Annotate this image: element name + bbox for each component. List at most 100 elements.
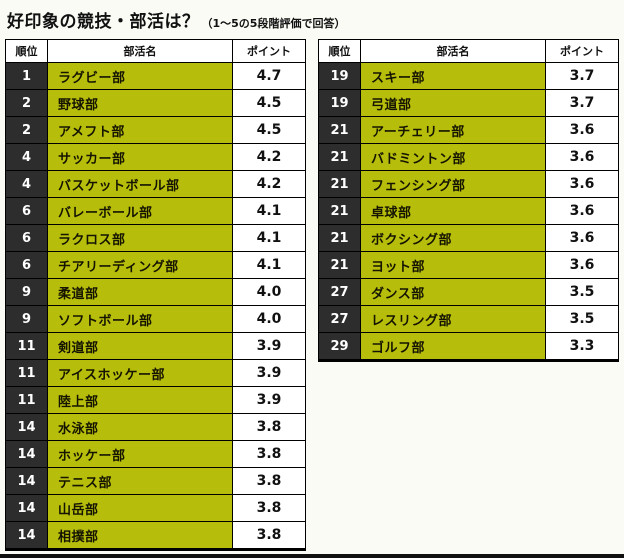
club-cell: ヨット部 [361, 252, 546, 279]
club-cell: バレーボール部 [48, 198, 233, 225]
table-row: 19 弓道部 3.7 [319, 90, 618, 117]
club-cell: 水泳部 [48, 414, 233, 441]
club-cell: ゴルフ部 [361, 333, 546, 360]
rank-cell: 14 [6, 495, 48, 522]
rank-cell: 11 [6, 333, 48, 360]
table-row: 9 柔道部 4.0 [6, 279, 305, 306]
points-cell: 3.6 [546, 144, 618, 171]
rank-cell: 19 [319, 63, 361, 90]
table-row: 11 アイスホッケー部 3.9 [6, 360, 305, 387]
table-header: 順位 部活名 ポイント [319, 40, 618, 63]
club-cell: ボクシング部 [361, 225, 546, 252]
points-cell: 3.6 [546, 225, 618, 252]
points-cell: 4.1 [233, 225, 305, 252]
points-cell: 4.7 [233, 63, 305, 90]
table-row: 27 ダンス部 3.5 [319, 279, 618, 306]
table-row: 11 剣道部 3.9 [6, 333, 305, 360]
table-row: 14 相撲部 3.8 [6, 522, 305, 549]
table-row: 14 テニス部 3.8 [6, 468, 305, 495]
club-cell: フェンシング部 [361, 171, 546, 198]
table-row: 27 レスリング部 3.5 [319, 306, 618, 333]
rank-cell: 29 [319, 333, 361, 360]
rank-cell: 27 [319, 279, 361, 306]
points-cell: 4.0 [233, 306, 305, 333]
rank-cell: 21 [319, 144, 361, 171]
table-row: 21 バドミントン部 3.6 [319, 144, 618, 171]
table-row: 21 ボクシング部 3.6 [319, 225, 618, 252]
rank-cell: 6 [6, 252, 48, 279]
rank-cell: 2 [6, 90, 48, 117]
table-row: 19 スキー部 3.7 [319, 63, 618, 90]
points-cell: 3.5 [546, 306, 618, 333]
table-row: 14 水泳部 3.8 [6, 414, 305, 441]
club-cell: サッカー部 [48, 144, 233, 171]
points-cell: 3.8 [233, 495, 305, 522]
table-row: 2 アメフト部 4.5 [6, 117, 305, 144]
club-cell: ラグビー部 [48, 63, 233, 90]
ranking-table-left: 順位 部活名 ポイント 1 ラグビー部 4.7 2 野球部 4.5 2 アメフト… [5, 39, 306, 551]
points-cell: 4.5 [233, 90, 305, 117]
rank-cell: 11 [6, 360, 48, 387]
table-row: 2 野球部 4.5 [6, 90, 305, 117]
rank-cell: 2 [6, 117, 48, 144]
points-cell: 3.7 [546, 90, 618, 117]
points-cell: 3.6 [546, 198, 618, 225]
rank-cell: 4 [6, 144, 48, 171]
rank-cell: 21 [319, 198, 361, 225]
rank-cell: 9 [6, 279, 48, 306]
table-row: 11 陸上部 3.9 [6, 387, 305, 414]
club-cell: アイスホッケー部 [48, 360, 233, 387]
points-cell: 3.8 [233, 414, 305, 441]
club-cell: スキー部 [361, 63, 546, 90]
points-cell: 3.5 [546, 279, 618, 306]
rank-column-header: 順位 [6, 40, 48, 63]
ranking-table-right: 順位 部活名 ポイント 19 スキー部 3.7 19 弓道部 3.7 21 アー… [318, 39, 619, 362]
points-cell: 3.3 [546, 333, 618, 360]
club-cell: 弓道部 [361, 90, 546, 117]
rank-cell: 14 [6, 414, 48, 441]
club-cell: 野球部 [48, 90, 233, 117]
table-row: 1 ラグビー部 4.7 [6, 63, 305, 90]
rank-cell: 21 [319, 225, 361, 252]
bottom-rule [0, 554, 624, 558]
title-text: 好印象の競技・部活は？ [7, 12, 200, 32]
club-cell: ラクロス部 [48, 225, 233, 252]
rank-cell: 9 [6, 306, 48, 333]
rank-cell: 14 [6, 522, 48, 549]
table-row: 14 ホッケー部 3.8 [6, 441, 305, 468]
points-cell: 3.6 [546, 171, 618, 198]
tables-container: 順位 部活名 ポイント 1 ラグビー部 4.7 2 野球部 4.5 2 アメフト… [5, 39, 619, 551]
rank-cell: 27 [319, 306, 361, 333]
points-cell: 3.8 [233, 441, 305, 468]
points-cell: 4.1 [233, 198, 305, 225]
rank-cell: 14 [6, 468, 48, 495]
table-row: 29 ゴルフ部 3.3 [319, 333, 618, 360]
club-cell: アメフト部 [48, 117, 233, 144]
table-row: 14 山岳部 3.8 [6, 495, 305, 522]
points-cell: 3.9 [233, 387, 305, 414]
rank-cell: 14 [6, 441, 48, 468]
points-cell: 4.2 [233, 171, 305, 198]
table-row: 6 バレーボール部 4.1 [6, 198, 305, 225]
table-row: 21 ヨット部 3.6 [319, 252, 618, 279]
points-cell: 3.8 [233, 468, 305, 495]
points-cell: 3.6 [546, 252, 618, 279]
table-row: 21 アーチェリー部 3.6 [319, 117, 618, 144]
club-cell: レスリング部 [361, 306, 546, 333]
rank-cell: 6 [6, 225, 48, 252]
club-cell: ダンス部 [361, 279, 546, 306]
table-row: 4 サッカー部 4.2 [6, 144, 305, 171]
rank-cell: 19 [319, 90, 361, 117]
rank-cell: 1 [6, 63, 48, 90]
points-column-header: ポイント [233, 40, 305, 63]
club-cell: 陸上部 [48, 387, 233, 414]
club-cell: 柔道部 [48, 279, 233, 306]
club-cell: アーチェリー部 [361, 117, 546, 144]
club-cell: ソフトボール部 [48, 306, 233, 333]
club-cell: チアリーディング部 [48, 252, 233, 279]
rank-cell: 21 [319, 117, 361, 144]
points-cell: 4.2 [233, 144, 305, 171]
table-row: 4 バスケットボール部 4.2 [6, 171, 305, 198]
points-cell: 4.5 [233, 117, 305, 144]
